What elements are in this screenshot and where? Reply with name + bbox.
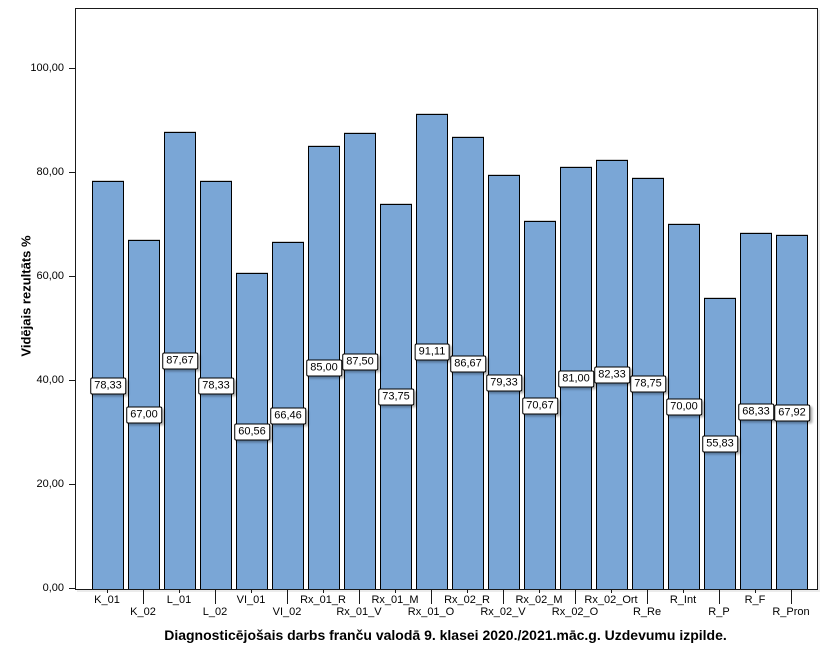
bar-value-label: 67,00 [126,406,162,424]
bar-value-label: 78,75 [630,375,666,393]
bar-value-label: 78,33 [90,377,126,394]
x-axis-tick [683,589,684,593]
x-axis-tick [287,589,288,604]
bar-value-label: 91,11 [414,343,450,361]
bar-value-label: 85,00 [306,359,342,377]
x-axis-category-label: Rx_02_M [515,594,563,606]
x-axis-category-label: K_02 [130,606,156,618]
bar-value-label: 87,67 [162,352,198,370]
bar-value-label: 70,67 [522,397,558,414]
bar-value-label: 81,00 [558,370,594,387]
bar-value-label: 73,75 [378,388,414,406]
y-axis-tick [69,484,75,485]
x-axis-category-label: Rx_01_O [407,606,455,618]
x-axis-category-label: VI_01 [236,594,266,606]
x-axis-tick [359,589,360,604]
x-axis-category-label: K_01 [94,594,120,606]
x-axis-tick [611,589,612,593]
y-axis-tick-label: 100,00 [30,62,64,74]
chart-title: Diagnosticējošais darbs franču valodā 9.… [164,627,727,643]
x-axis-category-label: Rx_01_V [336,606,382,618]
x-axis-category-label: Rx_02_R [444,594,490,606]
x-axis-category-label: Rx_01_R [300,594,346,606]
y-axis-title: Vidējais rezultāts % [18,235,34,357]
bar-value-label: 86,67 [450,355,486,372]
y-axis-tick [69,172,75,173]
x-axis-tick [143,589,144,604]
bar-value-label: 67,92 [774,404,810,421]
bar-value-label: 55,83 [702,435,738,453]
bar-value-label: 82,33 [594,366,630,384]
x-axis-tick [755,589,756,593]
bar-value-label: 87,50 [342,353,378,370]
plot-area: 78,33 67,00 87,67 78,33 60,56 66,46 85,00 87,50… [75,8,818,590]
x-axis-tick [179,589,180,593]
y-axis-tick [69,68,75,69]
y-axis-tick-label: 40,00 [36,374,64,386]
x-axis-tick [575,589,576,604]
x-axis-tick [539,589,540,593]
y-axis-tick-label: 20,00 [36,478,64,490]
x-axis-category-label: Rx_02_V [480,606,526,618]
x-axis-tick [503,589,504,604]
x-axis-tick [647,589,648,604]
x-axis-category-label: Rx_01_M [371,594,419,606]
x-axis-tick [251,589,252,593]
bar-value-label: 78,33 [198,377,234,394]
y-axis-tick [69,276,75,277]
x-axis-tick [431,589,432,604]
x-axis-tick [215,589,216,604]
x-axis-category-label: R_Re [632,606,662,618]
y-axis-tick-label: 0,00 [42,582,64,594]
x-axis-category-label: R_Int [669,594,697,606]
x-axis-category-label: Rx_02_Ort [584,594,638,606]
x-axis-category-label: L_01 [166,594,192,606]
x-axis-tick [395,589,396,593]
x-axis-tick [467,589,468,593]
y-axis-tick-label: 60,00 [36,270,64,282]
bar-value-label: 70,00 [666,398,702,416]
bar-value-label: 68,33 [738,403,774,420]
y-axis-tick [69,380,75,381]
x-axis-category-label: R_F [744,594,766,606]
x-axis-tick [791,589,792,604]
bar-value-label: 79,33 [486,374,522,391]
x-axis-category-label: R_P [708,606,730,618]
x-axis-category-label: R_Pron [772,606,810,618]
y-axis-tick-label: 80,00 [36,166,64,178]
x-axis-tick [719,589,720,604]
x-axis-category-label: VI_02 [272,606,302,618]
x-axis-tick [107,589,108,593]
y-axis-tick [69,588,75,589]
bar-value-label: 66,46 [270,407,306,425]
x-axis-tick [323,589,324,593]
x-axis-category-label: L_02 [202,606,228,618]
bar-value-label: 60,56 [234,423,270,440]
x-axis-category-label: Rx_02_O [551,606,599,618]
